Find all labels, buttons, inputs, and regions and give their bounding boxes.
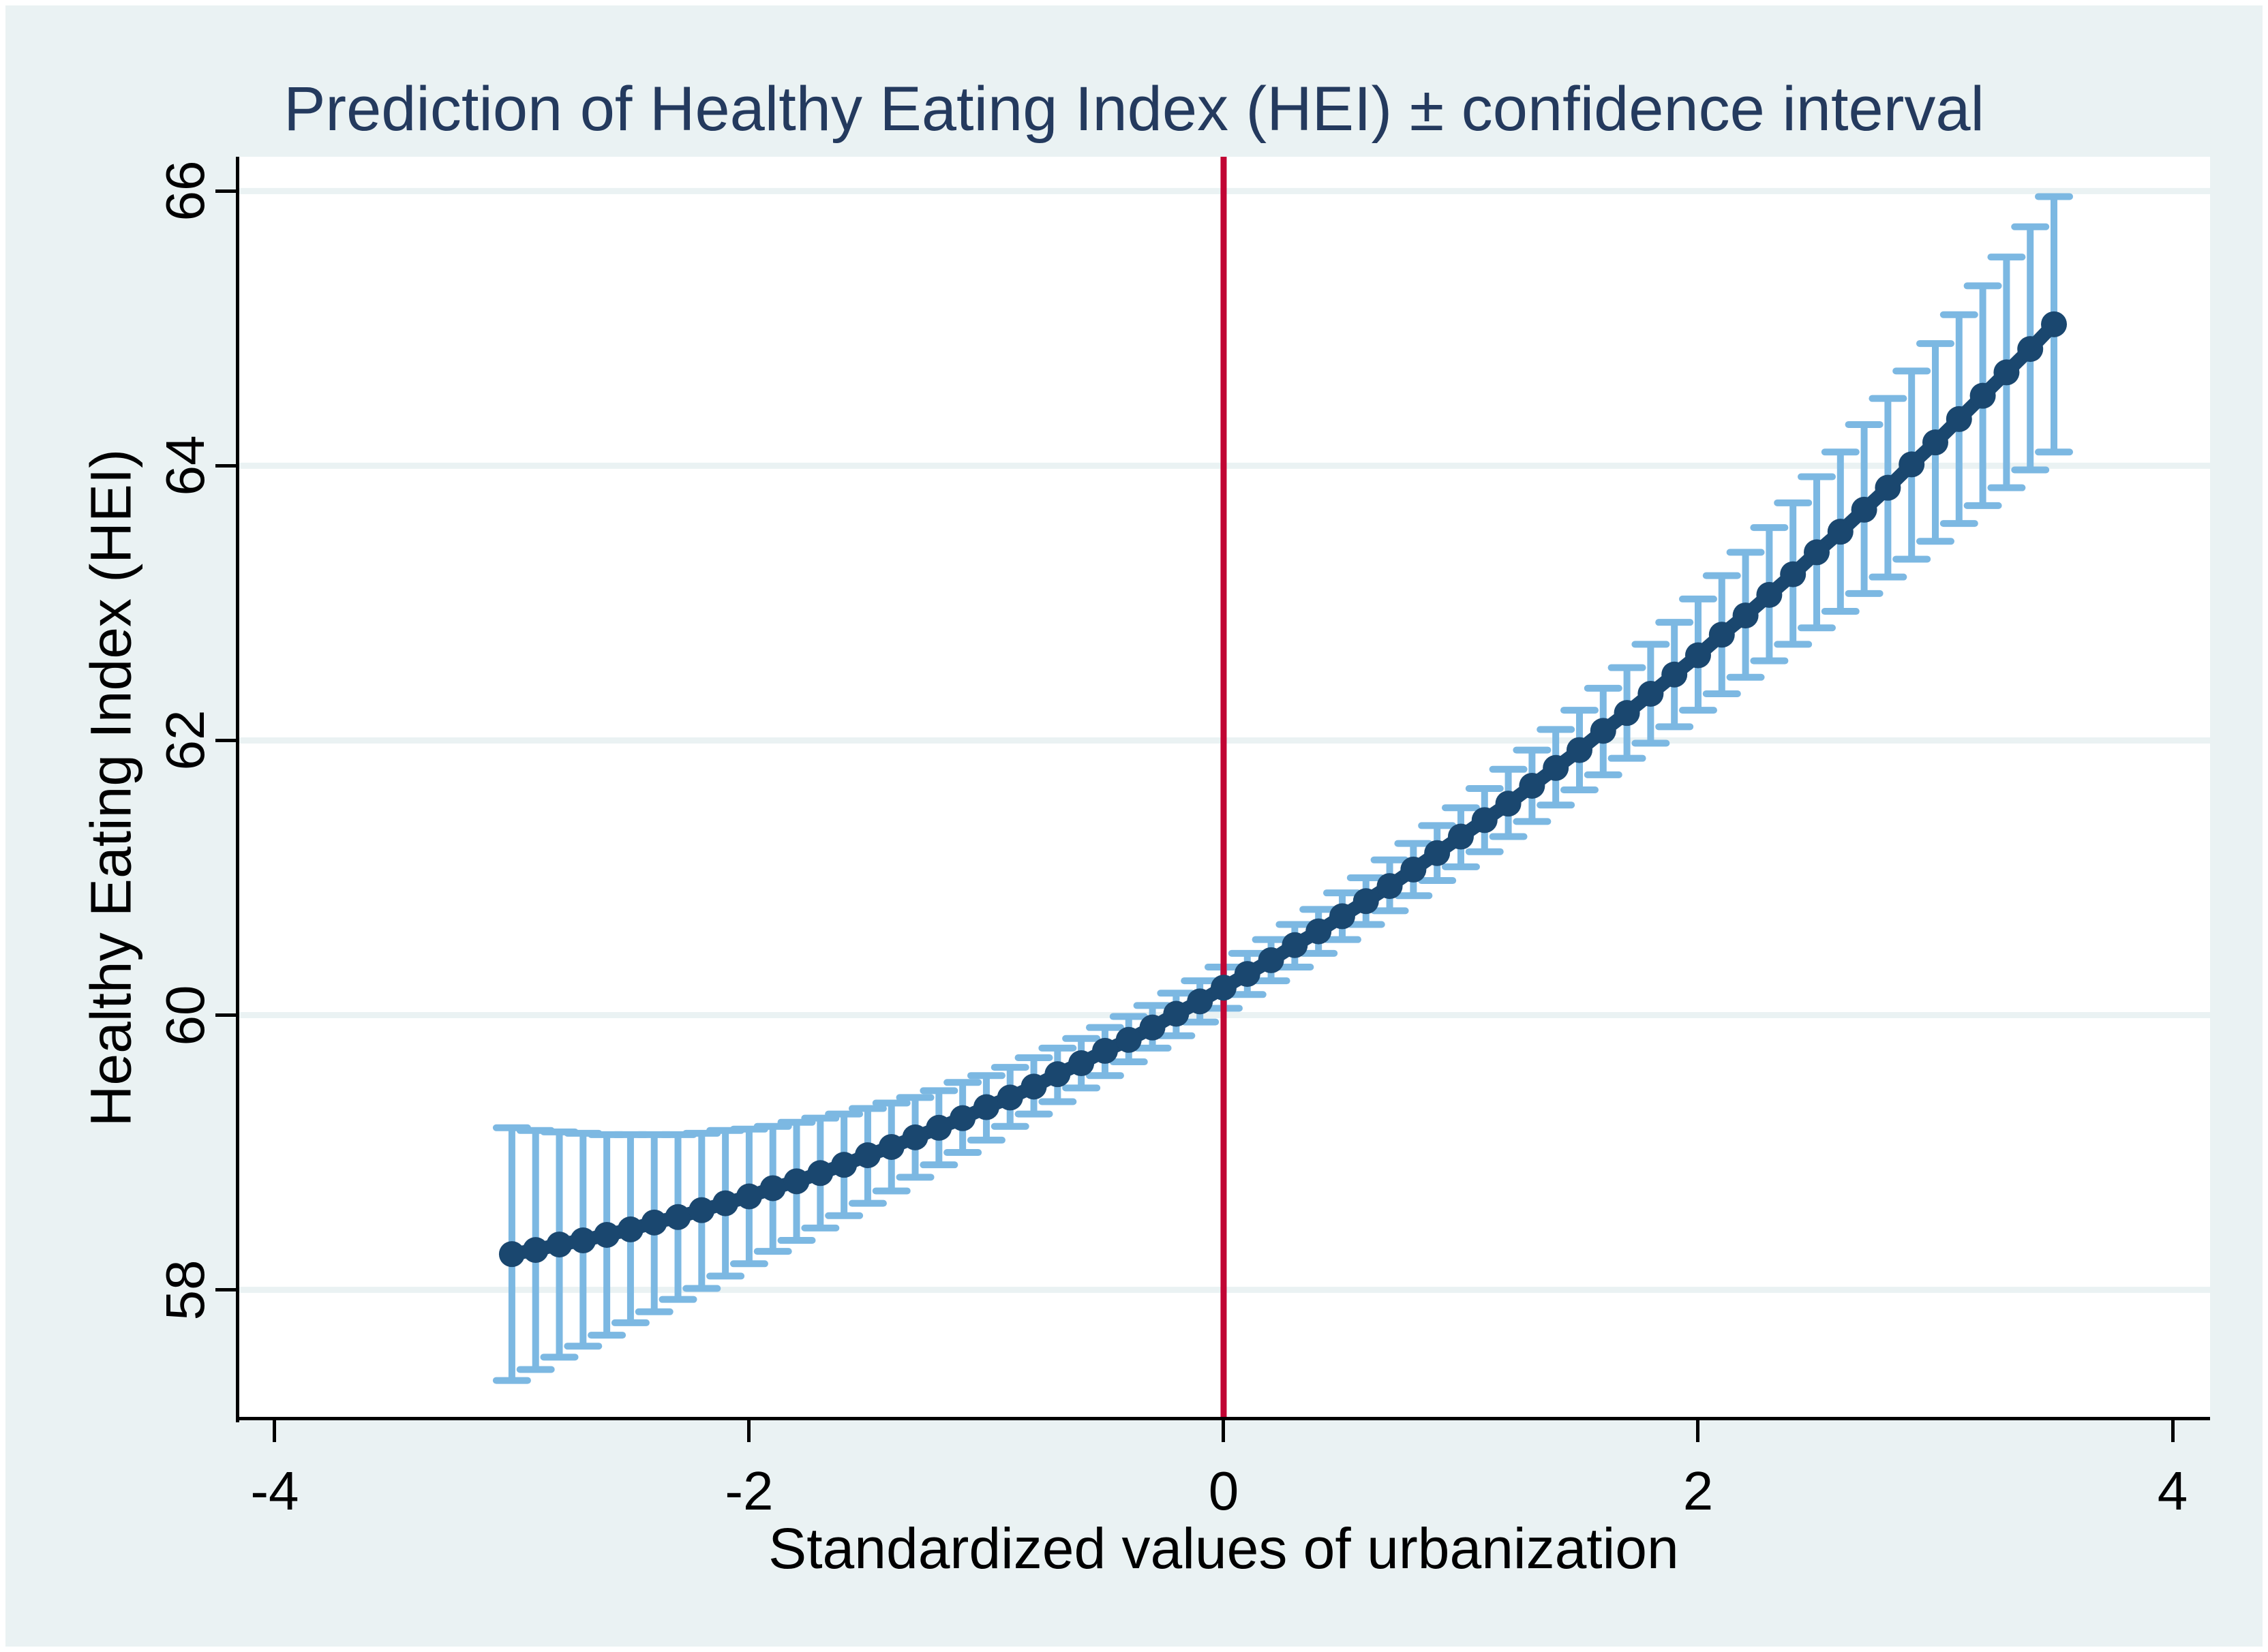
data-point [1210, 975, 1237, 1001]
data-point [1684, 642, 1711, 669]
data-point [1780, 561, 1806, 587]
data-point [759, 1175, 786, 1202]
data-point [1543, 754, 1569, 781]
data-point [878, 1133, 905, 1160]
data-point [1282, 932, 1308, 958]
x-tick-mark-0 [1222, 1420, 1226, 1442]
y-tick-mark-64 [215, 463, 237, 468]
x-tick-mark-2 [1696, 1420, 1700, 1442]
data-point [973, 1094, 999, 1120]
y-axis-line [236, 157, 239, 1422]
data-point [854, 1142, 881, 1169]
data-point [1566, 737, 1592, 763]
y-tick-label-58: 58 [155, 1259, 215, 1321]
data-point [617, 1216, 644, 1242]
x-tick-mark--4 [273, 1420, 277, 1442]
y-tick-label-66: 66 [155, 160, 215, 221]
data-point [1258, 947, 1284, 973]
data-point [807, 1160, 834, 1187]
data-point [498, 1241, 525, 1268]
x-tick-label-4: 4 [2157, 1460, 2188, 1521]
data-point [1495, 791, 1522, 817]
chart-title: Prediction of Healthy Eating Index (HEI)… [284, 74, 1984, 144]
x-tick-mark-4 [2171, 1420, 2175, 1442]
data-point [926, 1114, 952, 1141]
data-point [1756, 581, 1783, 608]
y-tick-label-62: 62 [155, 709, 215, 771]
data-point [1376, 873, 1403, 900]
chart-figure: Prediction of Healthy Eating Index (HEI)… [5, 5, 2263, 1647]
data-point [1139, 1014, 1166, 1041]
data-point [522, 1237, 549, 1264]
data-point [570, 1227, 596, 1254]
data-point [594, 1221, 620, 1248]
x-tick-label-2: 2 [1682, 1460, 1714, 1521]
data-point [997, 1084, 1023, 1111]
data-point [712, 1190, 739, 1217]
data-point [1091, 1037, 1118, 1064]
y-tick-mark-60 [215, 1013, 237, 1018]
data-point [1329, 903, 1355, 930]
data-point [1352, 888, 1379, 915]
data-point [1519, 772, 1545, 799]
data-point [1993, 359, 2020, 386]
data-point [950, 1105, 976, 1131]
data-point [1614, 700, 1640, 726]
data-point [783, 1168, 810, 1195]
data-point [1708, 622, 1735, 648]
data-point [1969, 382, 1996, 409]
data-point [689, 1197, 715, 1223]
data-point [1187, 988, 1213, 1015]
chart-canvas [239, 157, 2210, 1419]
data-point [2041, 311, 2068, 337]
x-tick-label--4: -4 [250, 1460, 299, 1521]
data-point [1827, 519, 1854, 545]
data-point [1115, 1026, 1142, 1053]
data-point [1851, 496, 1877, 523]
y-tick-label-64: 64 [155, 435, 215, 496]
x-axis-title: Standardized values of urbanization [768, 1516, 1679, 1580]
data-point [1447, 823, 1474, 850]
x-tick-label-0: 0 [1208, 1460, 1239, 1521]
data-point [902, 1124, 928, 1150]
data-point [1424, 840, 1451, 866]
y-tick-mark-66 [215, 189, 237, 193]
data-point [1590, 718, 1616, 744]
x-axis-line [236, 1417, 2210, 1420]
y-tick-label-60: 60 [155, 985, 215, 1046]
data-point [1637, 680, 1664, 707]
data-point [1899, 451, 1925, 478]
data-point [1020, 1073, 1047, 1100]
data-point [1732, 602, 1759, 629]
data-point [1661, 661, 1688, 688]
data-point [1946, 406, 1972, 432]
y-tick-mark-62 [215, 738, 237, 742]
data-point [546, 1232, 573, 1258]
data-point [1163, 1000, 1190, 1027]
data-point [831, 1152, 858, 1178]
x-tick-label--2: -2 [725, 1460, 774, 1521]
data-point [1068, 1050, 1095, 1077]
data-point [1922, 429, 1948, 456]
data-point [736, 1183, 762, 1210]
data-point [1305, 918, 1332, 945]
y-tick-mark-58 [215, 1288, 237, 1292]
data-point [1803, 539, 1830, 566]
data-point [1234, 961, 1260, 988]
data-point [2017, 336, 2044, 363]
data-point [665, 1204, 691, 1230]
x-tick-mark--2 [747, 1420, 751, 1442]
data-point [1044, 1061, 1071, 1088]
data-point [1471, 807, 1498, 833]
plot-area [239, 157, 2210, 1419]
data-point [1875, 474, 1901, 501]
y-axis-title: Healthy Eating Index (HEI) [78, 448, 143, 1127]
data-point [1400, 856, 1427, 883]
data-point [641, 1209, 667, 1236]
